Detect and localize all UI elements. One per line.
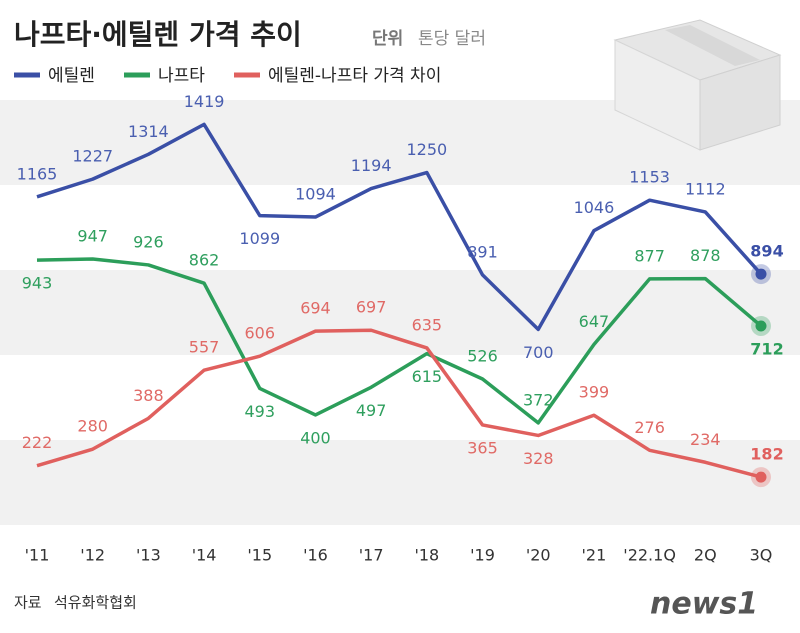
value-label: 497 — [356, 401, 387, 420]
x-tick-label: '22.1Q — [623, 546, 676, 565]
x-tick-label: '19 — [470, 546, 495, 565]
value-label: 526 — [467, 347, 498, 366]
value-label: 878 — [690, 246, 721, 265]
value-label: 926 — [133, 232, 164, 251]
legend-label: 나프타 — [158, 66, 205, 86]
value-label: 1227 — [72, 147, 113, 166]
x-tick-label: '11 — [25, 546, 50, 565]
value-label: 635 — [412, 315, 443, 334]
value-label: 182 — [750, 445, 783, 464]
x-tick-label: 2Q — [694, 546, 717, 565]
value-label: 328 — [523, 449, 554, 468]
value-label: 372 — [523, 390, 554, 409]
value-label: 388 — [133, 386, 164, 405]
point — [755, 268, 767, 280]
value-label: 234 — [690, 430, 721, 449]
point — [755, 320, 767, 332]
value-label: 712 — [750, 339, 783, 358]
value-label: 877 — [634, 246, 665, 265]
value-label: 943 — [22, 274, 53, 293]
point — [755, 471, 767, 483]
value-label: 222 — [22, 433, 53, 452]
chart-title: 나프타·에틸렌 가격 추이 — [14, 18, 302, 51]
logo: news1 — [650, 587, 758, 622]
value-label: 1099 — [239, 229, 280, 248]
value-label: 1250 — [406, 140, 447, 159]
value-label: 606 — [244, 324, 275, 343]
value-label: 557 — [189, 338, 220, 357]
value-label: 862 — [189, 251, 220, 270]
value-label: 947 — [77, 226, 108, 245]
band — [0, 440, 800, 525]
value-label: 493 — [244, 402, 275, 421]
value-label: 1194 — [351, 156, 392, 175]
source-label: 자료 — [14, 594, 42, 612]
value-label: 647 — [579, 312, 610, 331]
band — [0, 270, 800, 355]
value-label: 399 — [579, 383, 610, 402]
value-label: 891 — [467, 242, 498, 261]
unit: 톤당 달러 — [418, 29, 486, 49]
x-tick-label: '21 — [582, 546, 607, 565]
series-line — [36, 328, 762, 479]
legend-label: 에틸렌 — [48, 66, 95, 86]
unit-label: 단위 — [372, 29, 403, 49]
series-line — [36, 257, 763, 425]
x-tick-label: '18 — [414, 546, 439, 565]
source: 석유화학협회 — [54, 594, 137, 612]
x-tick-label: '20 — [526, 546, 551, 565]
money-icon — [613, 19, 782, 151]
x-tick-label: '13 — [136, 546, 161, 565]
legend-label: 에틸렌-나프타 가격 차이 — [268, 66, 441, 86]
value-label: 694 — [300, 299, 331, 318]
value-label: 1046 — [574, 198, 615, 217]
value-label: 894 — [750, 242, 783, 261]
value-label: 1419 — [184, 92, 225, 111]
x-tick-label: '12 — [80, 546, 105, 565]
value-label: 700 — [523, 343, 554, 362]
value-label: 1314 — [128, 122, 169, 141]
value-label: 1165 — [17, 164, 58, 183]
value-label: 615 — [412, 367, 443, 386]
value-label: 697 — [356, 298, 387, 317]
x-tick-label: '15 — [247, 546, 272, 565]
series-line — [36, 122, 763, 332]
value-label: 1112 — [685, 179, 726, 198]
value-label: 280 — [77, 417, 108, 436]
value-label: 1153 — [629, 168, 670, 187]
x-tick-label: 3Q — [750, 546, 773, 565]
value-label: 1094 — [295, 185, 336, 204]
x-tick-label: '14 — [192, 546, 217, 565]
legend: 에틸렌 나프타 에틸렌-나프타 가격 차이 — [14, 66, 441, 86]
value-label: 365 — [467, 438, 498, 457]
value-label: 276 — [634, 418, 665, 437]
value-label: 400 — [300, 428, 331, 447]
x-tick-label: '17 — [359, 546, 384, 565]
x-tick-label: '16 — [303, 546, 328, 565]
